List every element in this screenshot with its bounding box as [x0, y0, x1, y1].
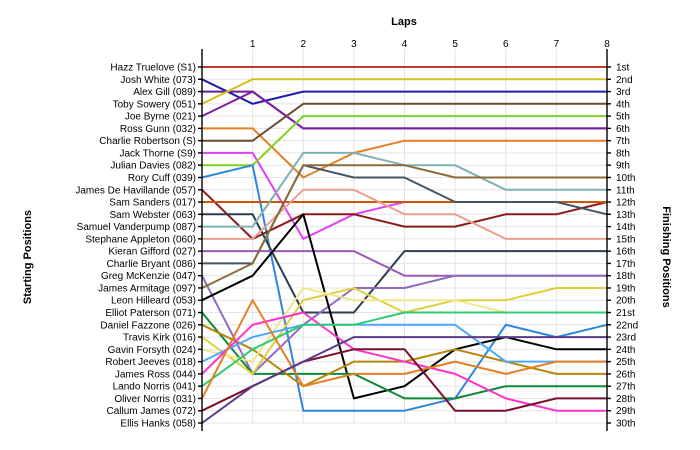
lap-tick-label: 6: [503, 39, 509, 50]
series-line: [201, 78, 608, 105]
finishing-position-label: 7th: [616, 136, 630, 147]
lap-ticks: 1 2 3 4 5 6 7 8: [250, 39, 610, 50]
finishing-position-label: 22nd: [616, 320, 638, 331]
finishing-position-label: 6th: [616, 124, 630, 135]
finishing-position-label: 19th: [616, 283, 635, 294]
starting-position-label: Joe Byrne (021): [125, 112, 196, 123]
finishing-position-label: 4th: [616, 99, 630, 110]
finishing-position-label: 2nd: [616, 75, 633, 86]
series-line: [201, 311, 608, 388]
finishing-position-label: 3rd: [616, 87, 630, 98]
finishing-position-label: 10th: [616, 173, 635, 184]
finishing-position-label: 9th: [616, 161, 630, 172]
series-line: [201, 323, 608, 363]
starting-position-label: Ellis Hanks (058): [120, 419, 196, 430]
finishing-position-label: 26th: [616, 369, 635, 380]
starting-position-label: Elliot Paterson (071): [105, 308, 196, 319]
finishing-position-label: 18th: [616, 271, 635, 282]
lap-tick-label: 5: [452, 39, 458, 50]
finishing-position-label: 21st: [616, 308, 635, 319]
series-line: [201, 299, 608, 400]
finishing-position-labels: 1st2nd3rd4th5th6th7th8th9th10th11th12th1…: [616, 63, 638, 430]
starting-position-label: Sam Webster (063): [109, 210, 196, 221]
lap-tick-label: 3: [351, 39, 357, 50]
plot-frame: [198, 49, 611, 431]
starting-position-label: Julian Davies (082): [110, 161, 196, 172]
starting-position-label: Leon Hilleard (053): [111, 296, 196, 307]
finishing-position-label: 13th: [616, 210, 635, 221]
starting-position-label: Travis Kirk (016): [123, 333, 196, 344]
finishing-position-label: 5th: [616, 112, 630, 123]
starting-position-label: Hazz Truelove (S1): [110, 63, 196, 74]
lap-tick-label: 7: [554, 39, 560, 50]
finishing-position-label: 27th: [616, 382, 635, 393]
y-axis-label-finishing: Finishing Positions: [660, 206, 672, 307]
finishing-position-label: 8th: [616, 148, 630, 159]
starting-position-label: James Armitage (097): [98, 283, 196, 294]
series-line: [201, 78, 608, 105]
finishing-position-label: 1st: [616, 63, 630, 74]
series-line: [201, 213, 608, 314]
series-line: [201, 90, 608, 130]
series-line: [201, 127, 608, 179]
starting-position-label: Toby Sowery (051): [113, 99, 196, 110]
finishing-position-label: 30th: [616, 419, 635, 430]
starting-position-label: Alex Gill (089): [133, 87, 196, 98]
starting-position-label: Ross Gunn (032): [120, 124, 196, 135]
starting-position-label: Jack Thorne (S9): [119, 148, 196, 159]
starting-position-label: Rory Cuff (039): [128, 173, 196, 184]
starting-position-label: James De Havillande (057): [75, 185, 196, 196]
series-line: [201, 188, 608, 240]
starting-position-label: Sam Sanders (017): [109, 198, 196, 209]
finishing-position-label: 25th: [616, 357, 635, 368]
starting-position-label: Samuel Vanderpump (087): [77, 222, 196, 233]
starting-position-label: Lando Norris (041): [113, 382, 196, 393]
finishing-position-label: 17th: [616, 259, 635, 270]
finishing-position-label: 14th: [616, 222, 635, 233]
series-line: [201, 274, 608, 375]
starting-position-label: Kieran Gifford (027): [108, 247, 196, 258]
finishing-position-label: 29th: [616, 406, 635, 417]
finishing-position-label: 12th: [616, 198, 635, 209]
series-line: [201, 213, 608, 400]
chart-title: Laps: [391, 16, 417, 28]
starting-position-label: Charlie Bryant (086): [107, 259, 196, 270]
starting-position-label: Greg McKenzie (047): [101, 271, 196, 282]
starting-position-label: Robert Jeeves (018): [105, 357, 196, 368]
lap-tick-label: 2: [300, 39, 306, 50]
series-line: [201, 311, 608, 400]
series-line: [201, 102, 608, 142]
starting-position-labels: Hazz Truelove (S1)Josh White (073)Alex G…: [75, 63, 196, 430]
finishing-position-label: 15th: [616, 234, 635, 245]
series-lines: [201, 66, 608, 424]
finishing-position-label: 11th: [616, 185, 635, 196]
finishing-position-label: 24th: [616, 345, 635, 356]
finishing-position-label: 20th: [616, 296, 635, 307]
starting-position-label: Daniel Fazzone (026): [100, 320, 196, 331]
lap-tick-label: 1: [250, 39, 256, 50]
lap-tick-label: 4: [402, 39, 408, 50]
finishing-position-label: 28th: [616, 394, 635, 405]
lap-tick-label: 8: [604, 39, 610, 50]
starting-position-label: Oliver Norris (031): [114, 394, 196, 405]
starting-position-label: Stephane Appleton (060): [85, 234, 196, 245]
series-line: [201, 311, 608, 412]
series-line: [201, 336, 608, 424]
starting-position-label: Gavin Forsyth (024): [108, 345, 196, 356]
y-axis-label-starting: Starting Positions: [22, 210, 34, 304]
starting-position-label: James Ross (044): [115, 369, 196, 380]
series-line: [201, 164, 608, 289]
starting-position-label: Josh White (073): [120, 75, 196, 86]
starting-position-label: Callum James (072): [107, 406, 196, 417]
finishing-position-label: 23rd: [616, 333, 636, 344]
starting-position-label: Charlie Robertson (S): [99, 136, 196, 147]
series-line: [201, 115, 608, 167]
finishing-position-label: 16th: [616, 247, 635, 258]
